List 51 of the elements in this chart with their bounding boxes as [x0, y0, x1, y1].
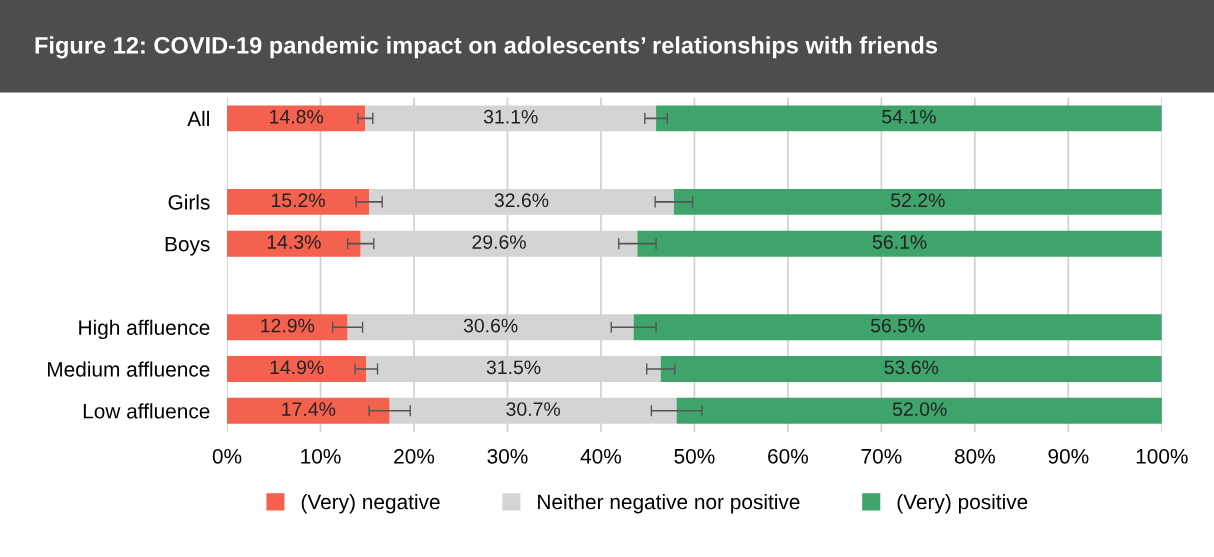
x-tick-label: 30%	[487, 448, 528, 464]
bar	[227, 314, 348, 341]
data-label: 56.1%	[872, 235, 927, 249]
y-tick-label: High affluence	[79, 319, 210, 340]
x-tick-label: 20%	[394, 448, 435, 464]
bar	[633, 314, 1162, 341]
bar	[673, 188, 1162, 215]
data-label: 31.5%	[486, 360, 541, 375]
bar	[227, 356, 367, 382]
x-tick-label: 10%	[301, 448, 341, 464]
x-tick-label: 40%	[580, 448, 622, 464]
y-tick-label: Girls	[168, 194, 210, 210]
chart-title: Figure 12: COVID-19 pandemic impact on adolescents’ relationships with friends	[35, 36, 938, 59]
data-label: 52.2%	[891, 193, 945, 208]
data-label: 14.3%	[267, 235, 321, 249]
bar	[227, 230, 361, 257]
bar	[656, 105, 1162, 132]
y-tick-label: All	[187, 110, 209, 126]
data-label: 14.9%	[270, 360, 324, 375]
data-label: 30.7%	[506, 402, 561, 417]
data-label: 15.2%	[271, 193, 325, 208]
y-tick-label: Low affluence	[83, 403, 210, 419]
x-tick-label: 70%	[861, 448, 902, 464]
bar	[227, 105, 366, 132]
data-label: 54.1%	[882, 109, 936, 124]
data-label: 29.6%	[472, 235, 526, 249]
x-tick-label: 100%	[1136, 448, 1188, 464]
bar	[676, 397, 1162, 424]
legend-label: (Very) positive	[897, 493, 1028, 514]
data-label: 31.1%	[483, 109, 538, 124]
y-tick-label: Medium affluence	[48, 361, 210, 377]
x-tick-label: 0%	[212, 448, 242, 464]
x-tick-label: 50%	[674, 448, 715, 464]
legend-label: Neither negative nor positive	[538, 493, 800, 514]
data-label: 14.8%	[270, 109, 324, 124]
data-label: 32.6%	[494, 193, 549, 208]
bar	[660, 356, 1162, 382]
bar	[637, 230, 1162, 257]
bar	[227, 188, 370, 215]
x-tick-label: 90%	[1048, 448, 1089, 464]
legend-label: (Very) negative	[301, 493, 440, 514]
data-label: 53.6%	[884, 360, 939, 375]
x-tick-label: 80%	[954, 448, 995, 464]
data-label: 17.4%	[282, 402, 336, 416]
data-label: 12.9%	[261, 318, 315, 333]
y-tick-label: Boys	[165, 236, 210, 256]
bar	[227, 397, 390, 424]
data-label: 56.5%	[870, 318, 925, 333]
data-label: 52.0%	[892, 402, 947, 417]
x-tick-label: 60%	[768, 448, 808, 464]
data-label: 30.6%	[463, 318, 518, 333]
